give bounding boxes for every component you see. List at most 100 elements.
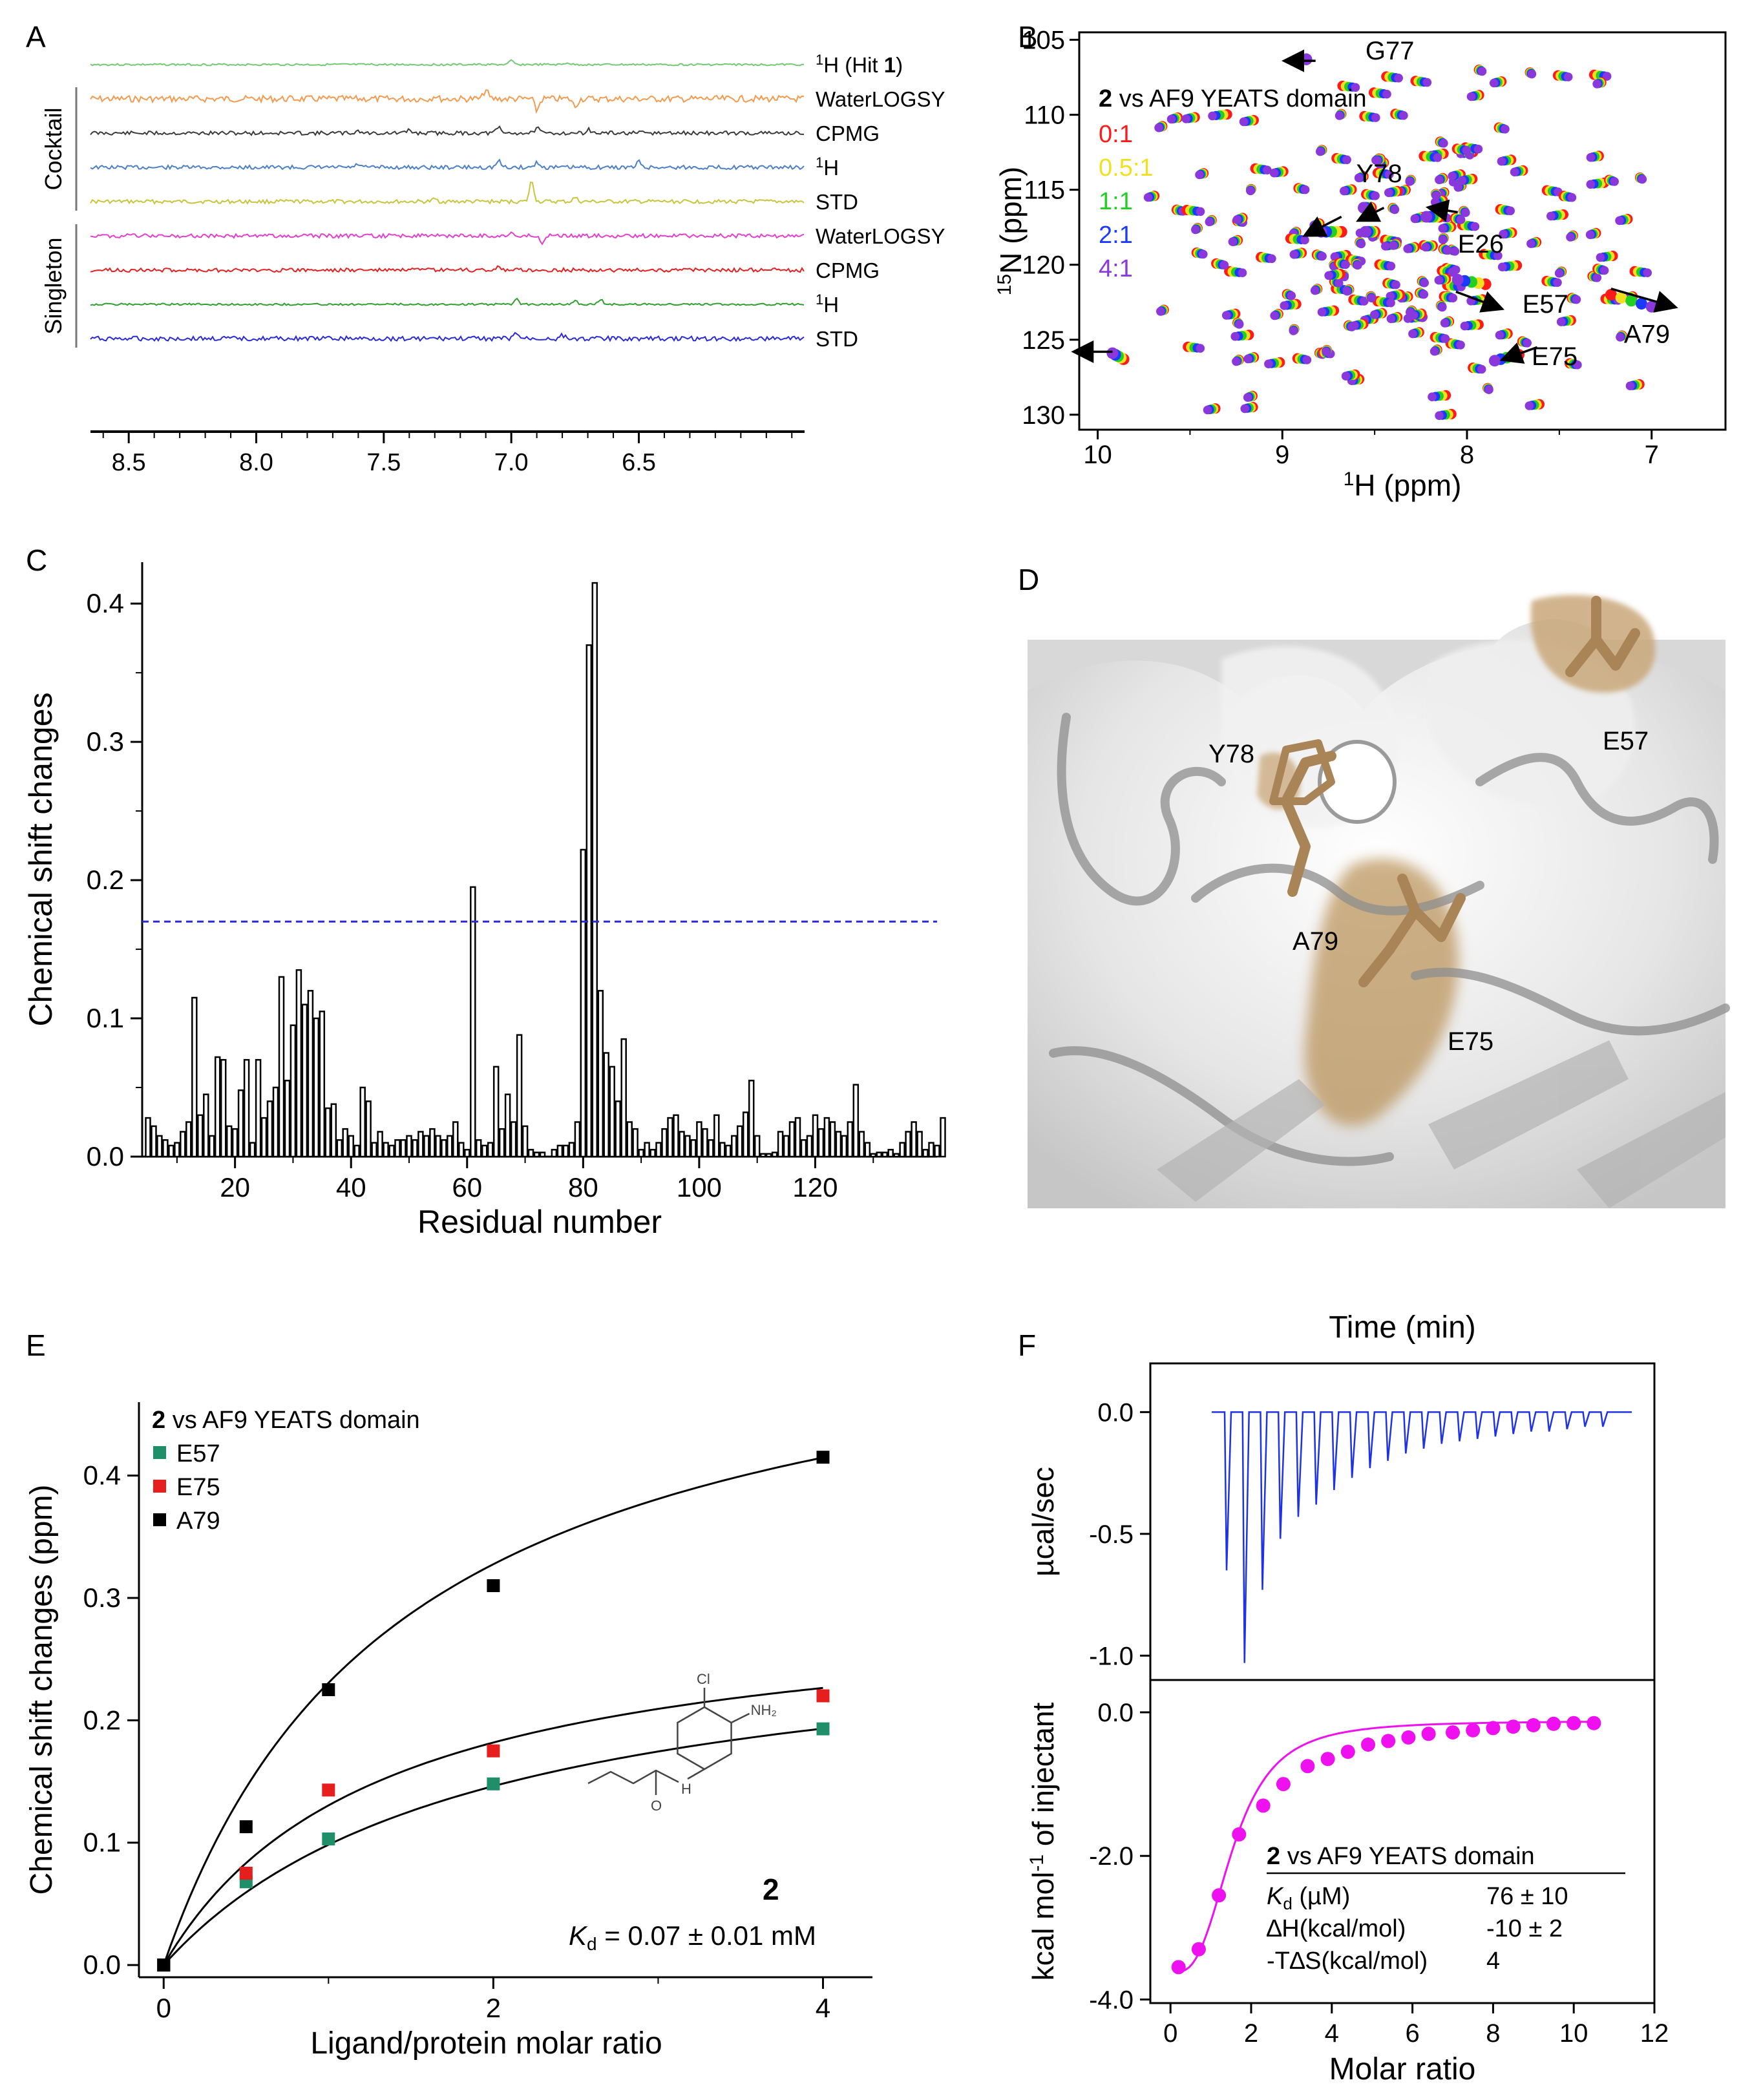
panel-letter-e: E <box>26 1328 46 1362</box>
bar-residue-46 <box>383 1142 389 1158</box>
hsqc-peak <box>1234 320 1244 329</box>
trace-label-5: STD <box>816 190 858 214</box>
point-a79-3 <box>487 1579 500 1592</box>
atom-cl: Cl <box>697 1671 710 1687</box>
itc-raw-trace <box>1212 1411 1632 1663</box>
itc-point-5 <box>1256 1798 1271 1813</box>
bar-residue-140 <box>928 1142 934 1158</box>
hsqc-peak <box>1203 405 1212 415</box>
legend-b-2: 0.5:1 <box>1099 154 1154 182</box>
tick-label-f-x-2: 2 <box>1244 2019 1258 2048</box>
bar-residue-118 <box>800 1139 807 1158</box>
trace-label-8: 1H <box>816 291 839 317</box>
trace-label-8-main: H <box>823 293 839 317</box>
shifted-peak-6 <box>1625 295 1638 307</box>
hsqc-peak <box>1205 217 1214 227</box>
itc-point-18 <box>1526 1718 1541 1732</box>
bar-residue-125 <box>841 1135 848 1158</box>
bar-residue-5 <box>145 1117 151 1158</box>
tick-label-f-x-4: 4 <box>1325 2019 1339 2048</box>
label-y78: Y78 <box>1208 740 1254 768</box>
trace-1-line <box>90 59 805 67</box>
hsqc-peak <box>1232 357 1241 366</box>
bond-nh2 <box>731 1712 750 1724</box>
shift-arrow-5 <box>1455 290 1504 313</box>
bond-nh <box>687 1768 705 1780</box>
hsqc-peak <box>1399 110 1408 120</box>
side-chain <box>587 1769 679 1785</box>
legend-title-e-bold: 2 <box>152 1407 165 1434</box>
hsqc-peak <box>1596 253 1605 262</box>
tick-label-b-y-110: 110 <box>1024 101 1065 130</box>
hsqc-peak <box>1525 401 1534 410</box>
hsqc-peak <box>1573 360 1582 370</box>
bar-residue-128 <box>858 1131 865 1158</box>
legend-title-b: 2 vs AF9 YEATS domain <box>1099 85 1367 112</box>
axis-title-b-x: 1H (ppm) <box>1344 468 1462 502</box>
tick-label-e-y-3: 0.3 <box>83 1582 121 1613</box>
bar-residue-17 <box>214 1056 221 1158</box>
point-a79-0 <box>157 1958 171 1972</box>
bar-residue-66 <box>498 1128 505 1158</box>
group-label-cocktail: Cocktail <box>40 107 67 190</box>
bar-residue-126 <box>847 1121 854 1158</box>
hsqc-peak <box>1239 117 1249 127</box>
hsqc-peak <box>1354 173 1364 183</box>
hsqc-peak <box>1322 347 1331 357</box>
itc-row-value-1: -10 ± 2 <box>1486 1915 1563 1942</box>
itc-row-kd-label: Kd (µM) <box>1267 1883 1350 1913</box>
bar-residue-50 <box>406 1135 412 1158</box>
bar-residue-76 <box>556 1144 564 1158</box>
hsqc-peak <box>1316 147 1325 156</box>
hsqc-peak <box>1360 297 1369 306</box>
bar-residue-11 <box>180 1131 186 1158</box>
panel-letter-b: B <box>1018 20 1038 54</box>
bar-residue-34 <box>313 1017 320 1158</box>
hsqc-peak <box>1384 170 1394 179</box>
hsqc-peak <box>1592 273 1602 282</box>
hsqc-peak <box>1497 262 1507 272</box>
hsqc-peak <box>1384 188 1393 198</box>
panel-c-shift-bar-chart: 20 40 60 80 100 120 0.0 0.1 0.2 0.3 0.4 Residual nu… <box>23 562 946 1240</box>
bar-residue-57 <box>447 1135 453 1158</box>
bar-residue-40 <box>348 1135 354 1158</box>
hsqc-peak <box>1386 314 1396 324</box>
bar-residue-142 <box>940 1117 946 1158</box>
hsqc-peak <box>1567 193 1577 202</box>
bar-residue-63 <box>481 1144 488 1158</box>
axis-title-f-x: Molar ratio <box>1329 2052 1476 2086</box>
kd-annotation: Kd = 0.07 ± 0.01 mM <box>569 1920 816 1954</box>
cartoon-backbone <box>1049 713 1730 1166</box>
plot-frame-f <box>1149 1362 1656 2004</box>
bar-residue-127 <box>852 1084 860 1158</box>
bar-residue-85 <box>609 1066 615 1158</box>
hsqc-peak <box>1367 293 1377 303</box>
hsqc-peak <box>1434 275 1444 285</box>
hsqc-peak <box>1143 193 1153 202</box>
tick-label-c-x-20: 20 <box>220 1172 250 1202</box>
bar-residue-60 <box>464 1149 470 1158</box>
hsqc-peak <box>1263 165 1272 175</box>
itc-point-2 <box>1191 1942 1206 1957</box>
hsqc-peak <box>1349 321 1359 330</box>
residue-label-g77: G77 <box>1366 37 1415 65</box>
hsqc-peak <box>1501 125 1510 134</box>
bar-residue-68 <box>510 1121 517 1158</box>
cartoon-beta-sheets <box>1157 1040 1725 1208</box>
bar-residue-26 <box>266 1100 273 1158</box>
legend-swatch-a79 <box>153 1513 166 1526</box>
bar-residue-88 <box>626 1121 633 1158</box>
bar-residue-19 <box>226 1125 233 1158</box>
hsqc-peak <box>1191 225 1200 235</box>
shifted-peak-6 <box>1605 289 1617 301</box>
hsqc-peak <box>1370 310 1379 319</box>
bar-residue-99 <box>690 1139 697 1158</box>
hsqc-peak <box>1489 78 1499 88</box>
bar-residue-36 <box>324 1107 332 1158</box>
axis-title-c-x: Residual number <box>417 1204 662 1240</box>
axis-title-f-top-y: µcal/sec <box>1026 1467 1060 1577</box>
surface-patch-e75 <box>1304 858 1459 1126</box>
hsqc-peak <box>1523 339 1532 348</box>
hsqc-peak <box>1341 372 1351 381</box>
group-label-singleton: Singleton <box>40 237 67 334</box>
